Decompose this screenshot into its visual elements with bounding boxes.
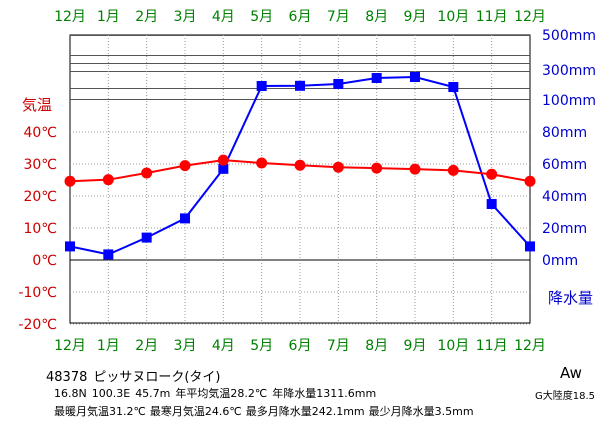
month-label: 6月	[289, 338, 312, 354]
temperature-marker	[179, 160, 191, 172]
precipitation-marker	[256, 81, 267, 91]
temperature-tick-label: -20℃	[18, 317, 57, 333]
month-label: 1月	[97, 9, 120, 25]
coldest-month: 最寒月気温24.6℃	[149, 405, 242, 418]
temperature-marker	[524, 175, 536, 187]
summary-line-2: 最暖月気温31.2℃ 最寒月気温24.6℃ 最多月降水量242.1mm 最少月降水量3…	[54, 403, 478, 419]
temperature-tick-label: -10℃	[18, 285, 57, 301]
temperature-marker	[409, 163, 421, 175]
precipitation-marker	[371, 73, 382, 83]
month-label: 10月	[437, 338, 469, 354]
month-label: 2月	[135, 338, 158, 354]
month-label: 4月	[212, 338, 235, 354]
temperature-marker	[294, 159, 306, 171]
temperature-axis-title: 気温	[22, 96, 52, 114]
month-label: 12月	[54, 9, 86, 25]
month-label: 4月	[212, 9, 235, 25]
precipitation-marker	[218, 163, 229, 174]
temperature-tick-label: 30℃	[23, 157, 57, 173]
temperature-marker	[217, 154, 229, 166]
month-label: 10月	[437, 9, 469, 25]
precipitation-marker	[295, 80, 305, 91]
station-name: ピッサヌローク(タイ)	[93, 370, 221, 385]
month-label: 9月	[404, 338, 427, 354]
temperature-tick-label: 20℃	[23, 189, 57, 205]
precipitation-axis-labels: 0mm 20mm 40mm 60mm 80mm 100mm 300mm 500mm	[542, 28, 596, 269]
precipitation-tick-label: 20mm	[542, 221, 587, 237]
temperature-marker	[486, 168, 498, 180]
precipitation-tick-label: 100mm	[542, 93, 596, 109]
temperature-marker	[141, 167, 153, 179]
precipitation-tick-label: 40mm	[542, 189, 587, 205]
month-label: 8月	[365, 9, 388, 25]
month-label: 2月	[135, 9, 158, 25]
precipitation-marker	[448, 82, 459, 92]
month-label: 7月	[327, 338, 350, 354]
precipitation-tick-label: 0mm	[542, 253, 578, 269]
precipitation-axis-title: 降水量	[548, 289, 593, 307]
temperature-marker	[332, 161, 344, 173]
precipitation-series	[65, 72, 535, 260]
month-label: 8月	[365, 338, 388, 354]
precipitation-marker	[180, 213, 190, 224]
temperature-tick-label: 0℃	[32, 253, 57, 269]
wettest-month: 最多月降水量242.1mm	[245, 405, 365, 418]
annual-precipitation: 年降水量1311.6mm	[272, 387, 377, 400]
continentality-index: G大陸度18.5	[535, 391, 596, 402]
precipitation-marker	[410, 72, 420, 82]
precipitation-tick-label: 60mm	[542, 157, 587, 173]
month-label: 12月	[514, 9, 546, 25]
precipitation-marker	[525, 241, 535, 252]
month-label: 3月	[174, 9, 197, 25]
latitude: 16.8N	[54, 387, 87, 400]
temperature-marker	[64, 175, 76, 187]
longitude: 100.3E	[91, 387, 131, 400]
temperature-tick-label: 10℃	[23, 221, 57, 237]
temperature-marker	[447, 164, 459, 176]
station-id: 48378	[46, 370, 88, 385]
month-label: 1月	[97, 338, 120, 354]
month-label: 5月	[250, 9, 273, 25]
month-label: 3月	[174, 338, 197, 354]
month-label: 11月	[476, 9, 508, 25]
precipitation-marker	[141, 232, 152, 243]
precipitation-marker	[65, 241, 75, 252]
annual-temperature: 年平均気温28.2℃	[175, 387, 268, 400]
temperature-marker	[371, 162, 383, 174]
precipitation-marker	[486, 199, 497, 209]
month-label: 6月	[289, 9, 312, 25]
temperature-marker	[256, 157, 268, 169]
temperature-tick-label: 40℃	[23, 125, 57, 141]
precipitation-marker	[333, 79, 344, 89]
climate-classification: Aw	[560, 364, 582, 382]
precipitation-tick-label: 80mm	[542, 125, 587, 141]
temperature-marker	[102, 174, 114, 186]
precipitation-marker	[103, 249, 114, 260]
summary-line-1: 16.8N 100.3E 45.7m 年平均気温28.2℃ 年降水量1311.6mm	[54, 385, 381, 401]
driest-month: 最少月降水量3.5mm	[368, 405, 474, 418]
elevation: 45.7m	[135, 387, 171, 400]
temperature-axis-labels: 40℃ 30℃ 20℃ 10℃ 0℃ -10℃ -20℃	[18, 125, 57, 333]
month-label: 7月	[327, 9, 350, 25]
warmest-month: 最暖月気温31.2℃	[54, 405, 146, 418]
station-line: 48378 ピッサヌローク(タイ)	[46, 366, 227, 385]
month-label: 9月	[404, 9, 427, 25]
precipitation-tick-label: 500mm	[542, 28, 596, 44]
month-label: 11月	[476, 338, 508, 354]
temperature-series	[64, 154, 536, 187]
month-label: 5月	[250, 338, 273, 354]
month-label: 12月	[514, 338, 546, 354]
month-labels-top: 12月 1月 2月 3月 4月 5月 6月 7月 8月 9月 10月 11月 12月	[54, 9, 546, 25]
precipitation-tick-label: 300mm	[542, 63, 596, 79]
month-label: 12月	[54, 338, 86, 354]
chart-grid	[69, 34, 531, 325]
month-labels-bottom: 12月 1月 2月 3月 4月 5月 6月 7月 8月 9月 10月 11月 12月	[54, 338, 546, 354]
